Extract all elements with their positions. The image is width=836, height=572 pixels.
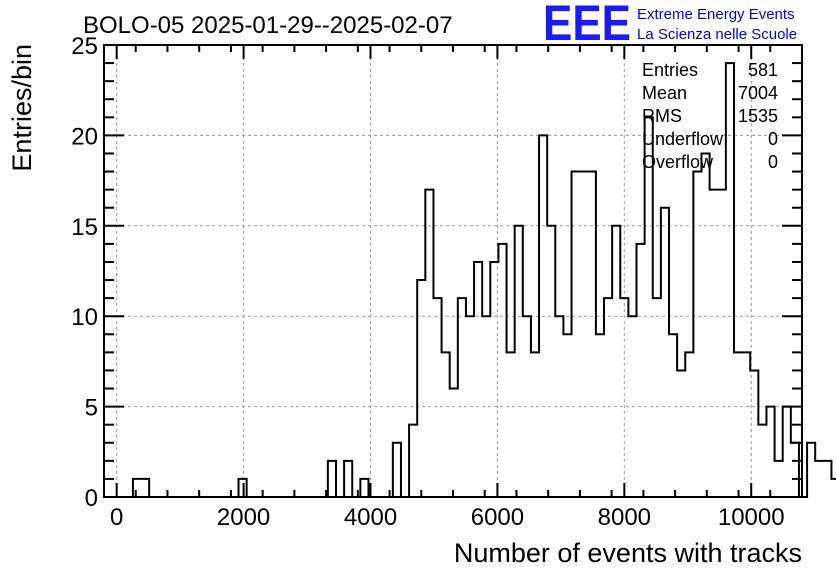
stats-mean-label: Mean	[642, 83, 687, 103]
x-tick-label: 6000	[471, 504, 524, 531]
stats-entries-value: 581	[748, 60, 778, 80]
grid-lines	[104, 45, 802, 497]
x-tick-label: 2000	[217, 504, 270, 531]
y-tick-label: 0	[85, 485, 98, 512]
stats-rms-label: RMS	[642, 106, 682, 126]
x-tick-label: 10000	[718, 504, 785, 531]
y-tick-label: 25	[71, 33, 98, 60]
stats-mean-value: 7004	[738, 83, 778, 103]
stats-underflow-label: Underflow	[642, 129, 724, 149]
logo-line-1: Extreme Energy Events	[637, 6, 795, 23]
stats-overflow-label: Overflow	[642, 152, 714, 172]
logo-line-2: La Scienza nelle Scuole	[637, 26, 797, 43]
stats-rms-value: 1535	[738, 106, 778, 126]
y-tick-label: 15	[71, 214, 98, 241]
stats-underflow-value: 0	[768, 129, 778, 149]
y-tick-label: 20	[71, 123, 98, 150]
axis-ticks	[103, 44, 803, 498]
eee-logo: EEE Extreme Energy Events La Scienza nel…	[543, 0, 797, 51]
x-tick-label: 4000	[344, 504, 397, 531]
plot-frame	[103, 44, 803, 498]
y-tick-label: 5	[85, 395, 98, 422]
histogram-line	[131, 62, 836, 498]
chart-title: BOLO-05 2025-01-29--2025-02-07	[83, 12, 453, 39]
stats-entries-label: Entries	[642, 60, 698, 80]
stats-box: Entries 581 Mean 7004 RMS 1535 Underflow…	[642, 60, 778, 172]
x-tick-label: 0	[110, 504, 123, 531]
stats-overflow-value: 0	[768, 152, 778, 172]
eee-logo-mark: EEE	[543, 0, 631, 51]
x-tick-label: 8000	[598, 504, 651, 531]
y-axis-title: Entries/bin	[7, 44, 37, 172]
y-tick-label: 10	[71, 304, 98, 331]
x-axis-title: Number of events with tracks	[454, 538, 802, 568]
